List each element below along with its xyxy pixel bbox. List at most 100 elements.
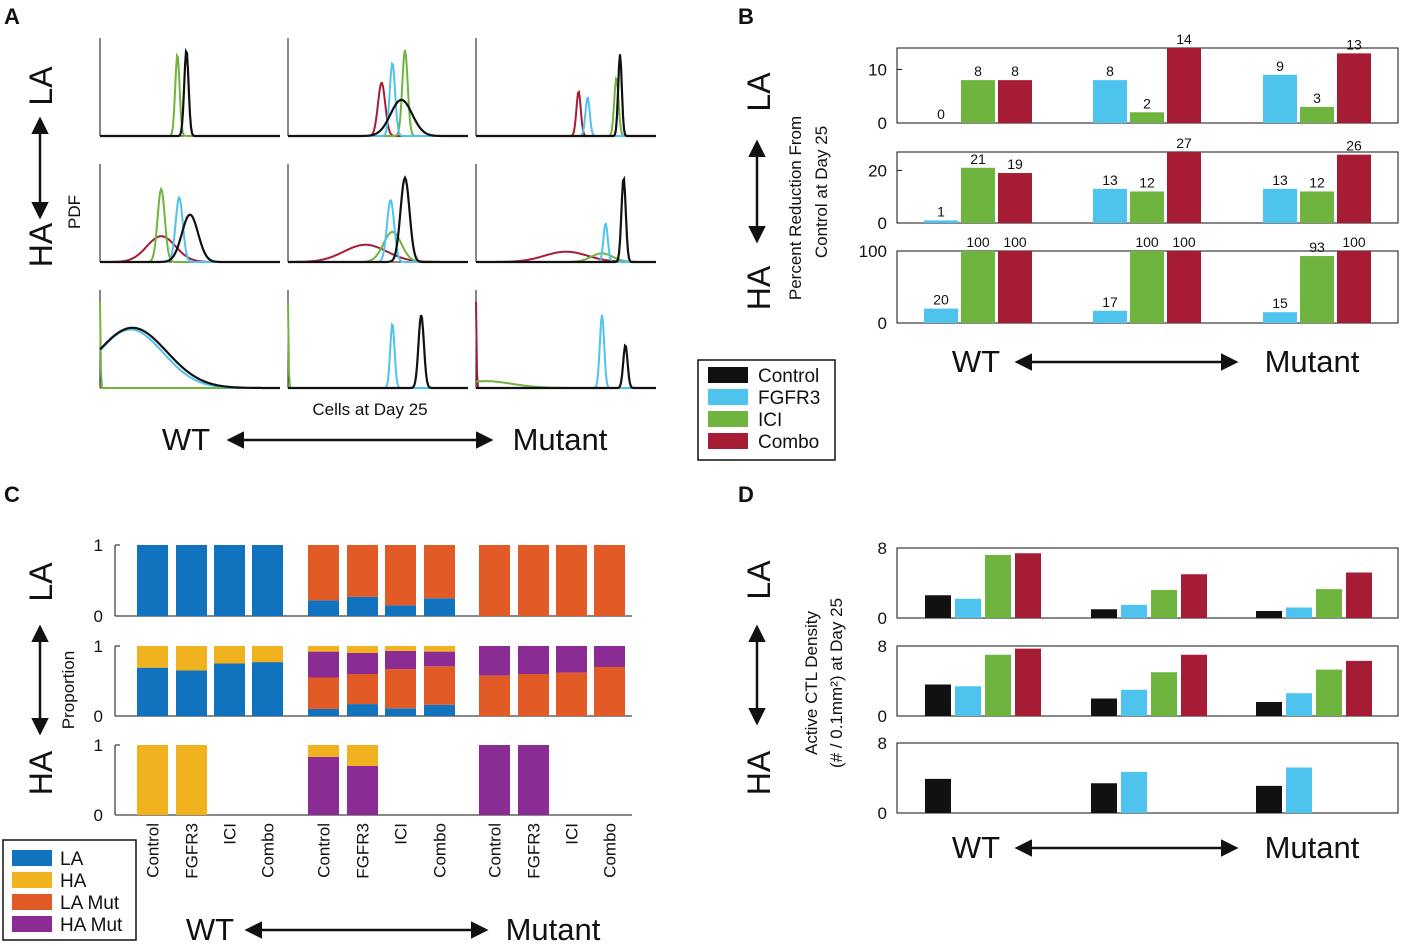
panel-d-bar-fgfr3	[1286, 607, 1312, 618]
panel-c-segment-la-mut	[347, 674, 378, 705]
panel-a-curve-ici	[287, 301, 468, 389]
panel-b-bar-ici	[961, 167, 995, 223]
panel-c-category-label: Control	[144, 823, 163, 878]
panel-d-bar-combo	[1346, 660, 1372, 716]
panel-b-data-label: 15	[1272, 295, 1288, 311]
panel-c-segment-la	[252, 662, 283, 716]
panel-c-segment-ha	[347, 646, 378, 653]
panel-c-category-label: FGFR3	[525, 823, 544, 879]
panel-b-bar-combo	[998, 251, 1032, 323]
panel-c-category-label: ICI	[392, 823, 411, 845]
panel-d-bar-control	[1091, 698, 1117, 716]
panel-d-bar-combo	[1015, 553, 1041, 618]
panel-c-segment-ha-mut	[347, 766, 378, 815]
panel-b-tick-label: 10	[868, 60, 887, 79]
legend-label-control: Control	[758, 366, 819, 387]
panel-d-bar-ici	[1151, 590, 1177, 618]
panel-d: LA HA Active CTL Density (# / 0.1mm²) at…	[741, 539, 1399, 865]
panel-c-segment-la-mut	[308, 677, 339, 709]
panel-a-curve-control	[476, 54, 656, 138]
legend-label-la: LA	[60, 849, 84, 870]
panel-a-ylabel: PDF	[65, 195, 84, 229]
panel-b-bar-ici	[961, 251, 995, 323]
panel-c-segment-la	[137, 667, 168, 716]
panel-d-plot-frame	[896, 547, 1399, 619]
panel-a-curve-fgfr3	[288, 321, 468, 389]
panel-d-tick-label: 0	[878, 804, 887, 823]
panel-b-mutant-label: Mutant	[1265, 344, 1360, 379]
panel-c-segment-ha-mut	[385, 650, 416, 670]
panel-c-segment-ha	[347, 745, 378, 766]
panel-c-segment-la-mut	[556, 672, 587, 716]
panel-a-curve-ici	[288, 49, 468, 137]
panel-a-letter: A	[4, 4, 20, 29]
panel-c-category-label: Combo	[601, 823, 620, 878]
panel-a-curve-control	[476, 175, 656, 264]
panel-a-curve-control	[476, 343, 656, 390]
panel-b-ylabel-line1: Percent Reduction From	[786, 116, 805, 300]
panel-b-bar-combo	[1167, 48, 1201, 123]
panel-c-category-label: Control	[315, 823, 334, 878]
panel-b-tick-label: 20	[868, 161, 887, 180]
panel-b-data-label: 12	[1309, 174, 1325, 190]
panel-d-bar-control	[925, 595, 951, 618]
panel-d-bar-control	[925, 684, 951, 716]
panel-a-curve-control	[288, 98, 468, 138]
panel-b-ylabel-line2: Control at Day 25	[812, 126, 831, 258]
panel-b-bar-fgfr3	[1093, 310, 1127, 323]
panel-b-data-label: 93	[1309, 239, 1325, 255]
panel-b-data-label: 3	[1313, 90, 1321, 106]
panel-a-curve-fgfr3	[476, 96, 656, 137]
panel-c-segment-la	[385, 605, 416, 616]
panel-c-segment-la	[308, 600, 339, 616]
panel-d-bar-ici	[985, 654, 1011, 716]
panel-c-segment-la-mut	[424, 545, 455, 599]
panel-b-bar-fgfr3	[1263, 312, 1297, 323]
panel-c-segment-ha	[252, 646, 283, 663]
panel-b-data-label: 2	[1143, 95, 1151, 111]
panel-d-bar-control	[925, 778, 951, 813]
panel-b-data-label: 13	[1346, 36, 1362, 52]
legend-label-fgfr3: FGFR3	[758, 388, 820, 409]
panel-d-bar-combo	[1346, 572, 1372, 618]
panel-b-row-label-la: LA	[741, 72, 777, 112]
panel-b-data-label: 1	[937, 203, 945, 219]
legend-label-ha: HA	[60, 871, 87, 892]
legend-swatch-la	[12, 850, 52, 866]
panel-b-tick-label: 100	[859, 242, 887, 261]
panel-c-letter: C	[4, 482, 20, 507]
panel-c-ylabel: Proportion	[59, 651, 78, 729]
legend-label-ici: ICI	[758, 410, 782, 431]
panel-b-data-label: 0	[937, 106, 945, 122]
panel-c-tick-label: 0	[94, 806, 103, 825]
panel-a-curve-control	[288, 314, 468, 390]
panel-b-data-label: 13	[1102, 172, 1118, 188]
panel-c-mutant-label: Mutant	[506, 912, 601, 946]
panel-b-data-label: 8	[1011, 63, 1019, 79]
panel-b-data-label: 19	[1007, 156, 1023, 172]
panel-c-segment-ha	[385, 646, 416, 651]
panel-d-bar-ici	[1151, 672, 1177, 716]
legend-label-la-mut: LA Mut	[60, 893, 120, 914]
panel-c-segment-la	[137, 545, 168, 616]
panel-c-category-label: FGFR3	[354, 823, 373, 879]
panel-c-segment-la	[308, 709, 339, 716]
panel-b-data-label: 9	[1276, 58, 1284, 74]
panel-d-bar-combo	[1181, 574, 1207, 618]
panel-a-curve-control	[288, 175, 468, 264]
panel-b-data-label: 26	[1346, 138, 1362, 154]
panel-d-bar-control	[1091, 609, 1117, 618]
panel-c-segment-ha	[424, 646, 455, 652]
panel-d-wt-label: WT	[952, 830, 1000, 865]
panel-a: LA HA PDF Cells at Day 25 WT Mutant	[23, 38, 656, 457]
panel-c-category-label: ICI	[563, 823, 582, 845]
panel-b: LA HA Percent Reduction From Control at …	[741, 31, 1399, 379]
panel-d-plots: 0 8 0 8 0 8	[878, 539, 1399, 823]
panel-d-tick-label: 8	[878, 734, 887, 753]
panel-a-curve-fgfr3	[99, 328, 280, 389]
panel-d-mutant-label: Mutant	[1265, 830, 1360, 865]
panel-c-category-label: Control	[486, 823, 505, 878]
